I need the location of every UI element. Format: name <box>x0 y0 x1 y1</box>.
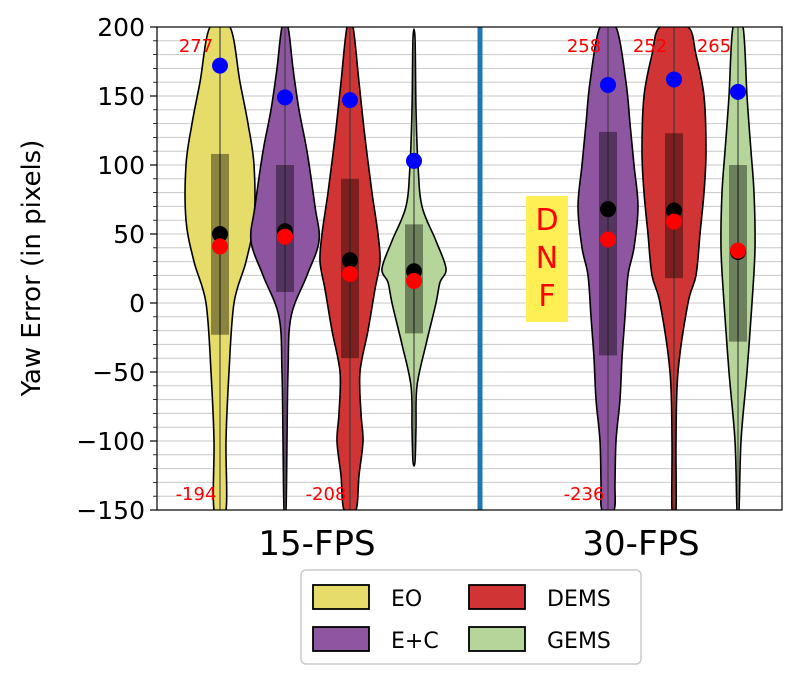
median-point <box>600 201 616 218</box>
points-15-fps-eo <box>212 57 228 255</box>
points-30-fps-gems <box>730 83 746 260</box>
max-point <box>342 92 358 109</box>
y-tick-label: 150 <box>97 82 145 111</box>
legend-item: DEMS <box>468 584 611 612</box>
y-tick-label: 200 <box>97 13 145 42</box>
max-point <box>212 57 228 74</box>
plot-frame <box>156 26 783 511</box>
dnf-marker: DNF <box>526 196 568 322</box>
x-group-label: 15-FPS <box>258 524 375 564</box>
group-labels: 15-FPS 30-FPS <box>258 524 699 564</box>
legend-label: E+C <box>391 629 439 654</box>
dnf-letter: N <box>536 241 558 276</box>
max-point <box>730 83 746 100</box>
violin-15-fps-gems <box>381 28 447 467</box>
violin-30-fps-e-c <box>577 27 639 510</box>
bottom-outlier-label: -236 <box>564 484 605 505</box>
points-15-fps-dems <box>342 92 358 283</box>
dnf-box <box>526 196 568 322</box>
legend-item: GEMS <box>468 626 611 654</box>
mean-point <box>730 242 746 259</box>
top-outlier-label: 252 <box>633 36 667 57</box>
violins <box>184 27 756 510</box>
top-outlier-label: 258 <box>567 36 601 57</box>
bottom-outlier-label: -194 <box>176 484 217 505</box>
points-30-fps-e-c <box>600 76 616 248</box>
median-point <box>342 252 358 269</box>
legend-label: GEMS <box>547 629 611 654</box>
y-axis-title: Yaw Error (in pixels) <box>17 140 47 398</box>
legend-swatch <box>468 584 526 610</box>
legend-swatch <box>312 584 370 610</box>
bottom-outlier-label: -208 <box>306 484 347 505</box>
max-point <box>406 152 422 169</box>
legend-item: EO <box>312 584 422 612</box>
legend-swatch <box>468 626 526 652</box>
median-point <box>212 226 228 242</box>
legend-label: DEMS <box>547 587 611 612</box>
y-tick-label: 50 <box>113 220 145 249</box>
points-15-fps-gems <box>406 152 422 289</box>
dnf-letter: D <box>535 203 558 238</box>
x-group-label: 30-FPS <box>582 524 699 564</box>
median-point <box>666 202 682 219</box>
legend-item: E+C <box>312 626 439 654</box>
legend: EO E+C DEMS GEMS <box>300 569 642 665</box>
mean-point <box>212 238 228 255</box>
y-tick-label: 100 <box>97 151 145 180</box>
top-outlier-label: 265 <box>697 36 731 57</box>
y-tick-label: 0 <box>129 289 145 318</box>
y-axis: −150 −100 −50 0 50 100 150 200 <box>76 13 157 525</box>
y-tick-label: −50 <box>92 358 145 387</box>
y-tick-label: −100 <box>76 427 145 456</box>
y-tick-label: −150 <box>76 496 145 525</box>
points-30-fps-dems <box>666 71 682 230</box>
legend-label: EO <box>391 587 422 612</box>
violin-15-fps-eo <box>184 27 256 510</box>
max-point <box>666 71 682 88</box>
legend-frame <box>300 569 642 665</box>
legend-swatch <box>312 626 370 652</box>
mean-point <box>277 228 293 245</box>
mean-point <box>342 266 358 283</box>
max-point <box>600 76 616 93</box>
violin-30-fps-dems <box>641 27 707 510</box>
mean-point <box>406 272 422 289</box>
top-outlier-label: 277 <box>179 36 213 57</box>
mean-point <box>666 213 682 230</box>
points-15-fps-e-c <box>277 89 293 245</box>
dnf-letter: F <box>538 279 555 314</box>
mean-point <box>600 231 616 248</box>
max-point <box>277 89 293 106</box>
annotations: 277 -194 -208 DNF 258 -236 252 265 <box>176 36 746 505</box>
